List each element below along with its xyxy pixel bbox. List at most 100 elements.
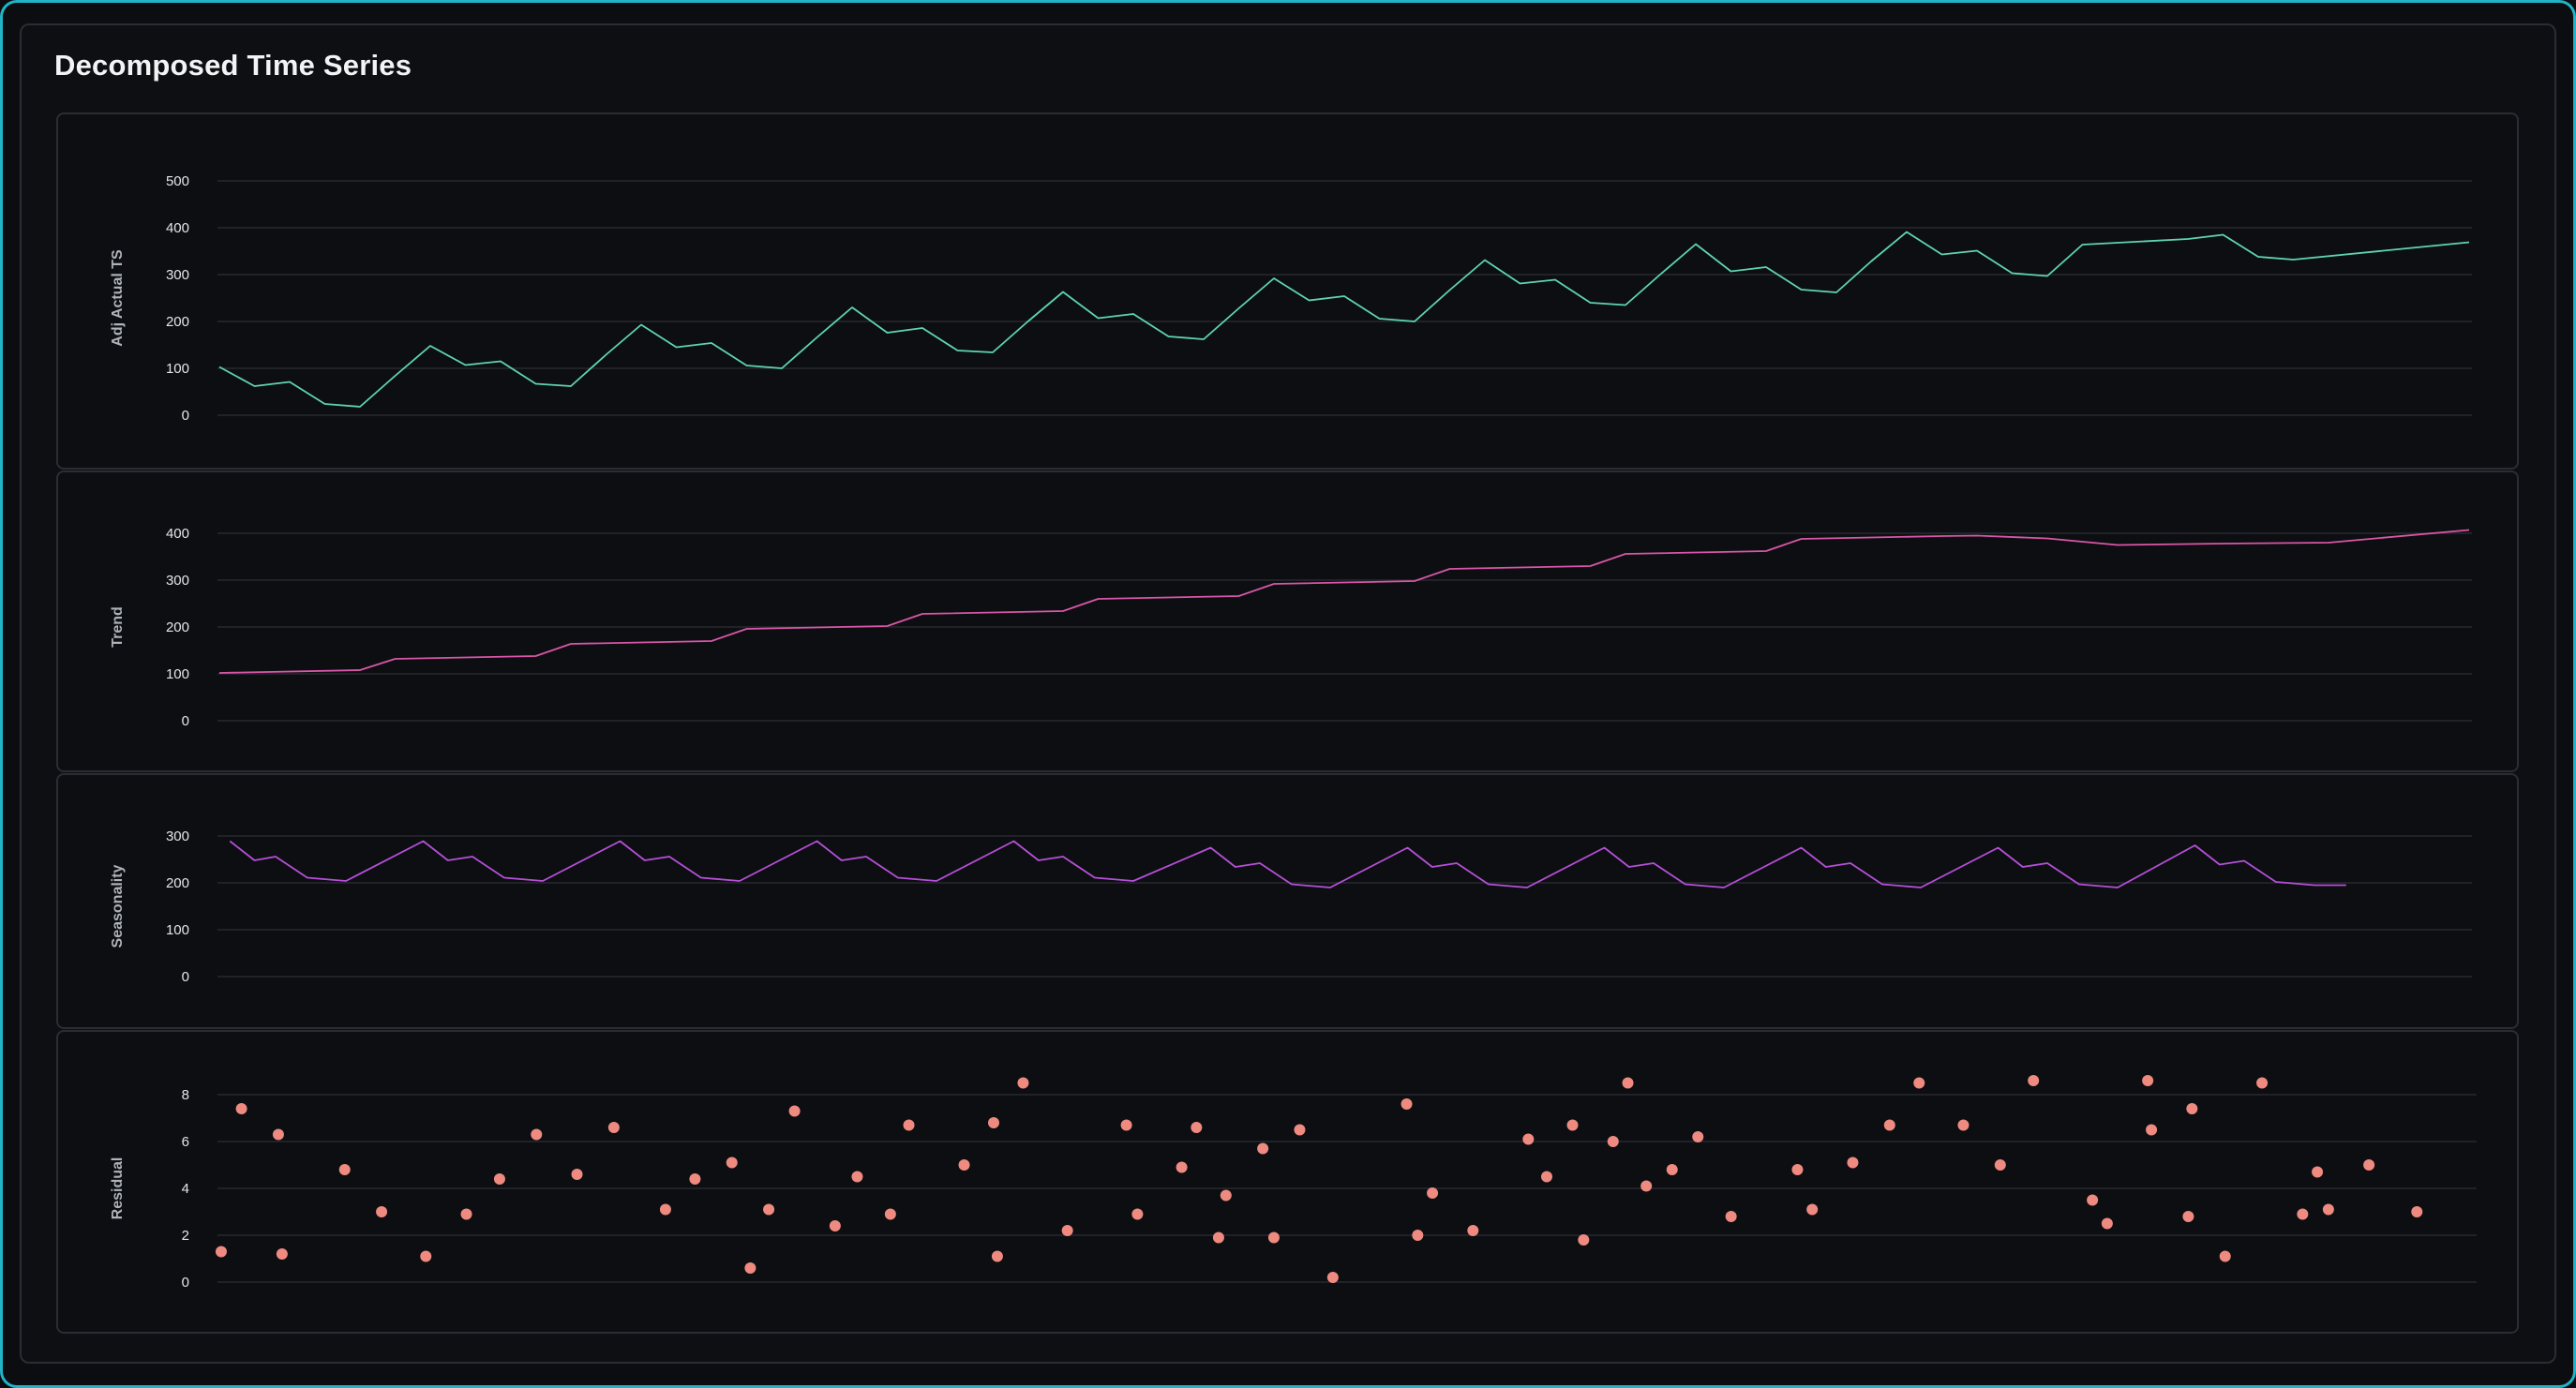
- residual-point: [235, 1103, 247, 1114]
- residual-point: [2219, 1250, 2231, 1262]
- residual-point: [1692, 1131, 1704, 1142]
- residual-point: [1131, 1208, 1144, 1220]
- residual-point: [2146, 1124, 2158, 1136]
- adj-actual-ts-ytick-400: 400: [166, 220, 189, 236]
- adj-actual-ts-ytick-300: 300: [166, 267, 189, 283]
- adj-actual-ts-ytick-500: 500: [166, 173, 189, 189]
- residual-point: [829, 1220, 841, 1231]
- residual-ytick-4: 4: [182, 1181, 189, 1197]
- adj-actual-ts-ytick-200: 200: [166, 314, 189, 330]
- seasonality-ytick-0: 0: [182, 969, 189, 985]
- residual-point: [659, 1203, 671, 1216]
- residual-point: [1326, 1272, 1339, 1283]
- trend-ytick-200: 200: [166, 619, 189, 635]
- residual-point: [851, 1171, 863, 1183]
- residual-point: [1607, 1136, 1619, 1147]
- seasonality-ytick-200: 200: [166, 875, 189, 891]
- panel-seasonality: Seasonality 0 100 200 300: [56, 773, 2519, 1029]
- residual-point: [991, 1250, 1003, 1262]
- residual-point: [571, 1169, 583, 1180]
- chart-seasonality: Seasonality 0 100 200 300: [110, 828, 2472, 985]
- residual-point: [2322, 1203, 2334, 1216]
- residual-point: [1220, 1189, 1232, 1201]
- residual-point: [1640, 1180, 1653, 1192]
- residual-point: [689, 1173, 701, 1185]
- residual-point: [460, 1208, 472, 1220]
- residual-point: [420, 1250, 432, 1262]
- seasonality-ytick-300: 300: [166, 828, 189, 844]
- residual-point: [788, 1105, 801, 1117]
- seasonality-series-line: [229, 840, 2346, 888]
- adj-actual-ts-axis-label: Adj Actual TS: [110, 249, 126, 347]
- residual-point: [744, 1262, 756, 1274]
- residual-point: [958, 1159, 970, 1171]
- residual-point: [2363, 1159, 2375, 1171]
- residual-point: [1806, 1203, 1819, 1216]
- residual-point: [2186, 1103, 2198, 1114]
- residual-point: [1467, 1225, 1479, 1236]
- residual-point: [276, 1248, 288, 1260]
- residual-point: [1061, 1225, 1073, 1236]
- chart-residual: Residual 0 2 4 6 8: [110, 1075, 2477, 1291]
- residual-point: [1400, 1098, 1413, 1110]
- residual-point: [1412, 1230, 1424, 1241]
- residual-point: [531, 1128, 543, 1141]
- residual-axis-label: Residual: [110, 1157, 126, 1220]
- residual-point: [1541, 1171, 1552, 1183]
- residual-point: [1725, 1211, 1737, 1222]
- residual-point: [215, 1246, 227, 1258]
- adj-actual-ts-ytick-0: 0: [182, 408, 189, 424]
- trend-axis-label: Trend: [110, 606, 126, 648]
- residual-point: [1913, 1077, 1925, 1089]
- residual-point: [2028, 1075, 2040, 1086]
- panel-actual-ts: Adj Actual TS 0 100 200 300 400 500: [56, 112, 2519, 470]
- residual-point: [2256, 1077, 2269, 1089]
- residual-point: [2312, 1166, 2324, 1178]
- residual-point: [1522, 1133, 1535, 1145]
- residual-point: [1017, 1077, 1029, 1089]
- residual-point: [1120, 1119, 1132, 1131]
- residual-point: [338, 1164, 351, 1175]
- residual-point: [726, 1157, 738, 1169]
- trend-ytick-100: 100: [166, 666, 189, 682]
- residual-point: [988, 1117, 999, 1128]
- residual-ytick-6: 6: [182, 1134, 189, 1150]
- residual-point: [2101, 1217, 2113, 1230]
- trend-ytick-400: 400: [166, 526, 189, 542]
- residual-point: [1267, 1231, 1280, 1244]
- chart-trend: Trend 0 100 200 300 400: [110, 526, 2472, 729]
- trend-ytick-300: 300: [166, 573, 189, 589]
- residual-point: [1622, 1077, 1634, 1089]
- residual-point: [1212, 1231, 1224, 1244]
- residual-point: [1427, 1187, 1439, 1199]
- residual-point: [1994, 1159, 2006, 1171]
- residual-point: [1294, 1124, 1306, 1136]
- residual-point: [2182, 1211, 2194, 1222]
- residual-ytick-8: 8: [182, 1087, 189, 1103]
- residual-point: [1957, 1119, 1969, 1131]
- trend-ytick-0: 0: [182, 713, 189, 729]
- chart-actual-ts: Adj Actual TS 0 100 200 300 400 500: [110, 173, 2472, 424]
- residual-point: [1883, 1119, 1895, 1131]
- residual-point: [2411, 1206, 2423, 1217]
- residual-point: [1847, 1157, 1859, 1169]
- residual-ytick-0: 0: [182, 1275, 189, 1291]
- residual-point: [1257, 1142, 1269, 1155]
- panel-residual: Residual 0 2 4 6 8: [56, 1030, 2519, 1334]
- residual-point: [1791, 1164, 1804, 1175]
- page-title: Decomposed Time Series: [54, 49, 412, 82]
- residual-ytick-2: 2: [182, 1228, 189, 1244]
- residual-point: [2297, 1208, 2309, 1220]
- panel-trend: Trend 0 100 200 300 400: [56, 470, 2519, 772]
- residual-point: [1566, 1119, 1579, 1131]
- seasonality-ytick-100: 100: [166, 922, 189, 938]
- residual-point: [2087, 1194, 2099, 1206]
- adj-actual-ts-ytick-100: 100: [166, 361, 189, 377]
- residual-point: [2142, 1075, 2154, 1086]
- trend-series-line: [218, 529, 2470, 674]
- residual-point: [884, 1208, 896, 1220]
- adj-actual-ts-series-line: [218, 231, 2470, 408]
- residual-point: [1578, 1234, 1590, 1246]
- residual-point: [376, 1206, 388, 1217]
- residual-point: [1191, 1122, 1203, 1133]
